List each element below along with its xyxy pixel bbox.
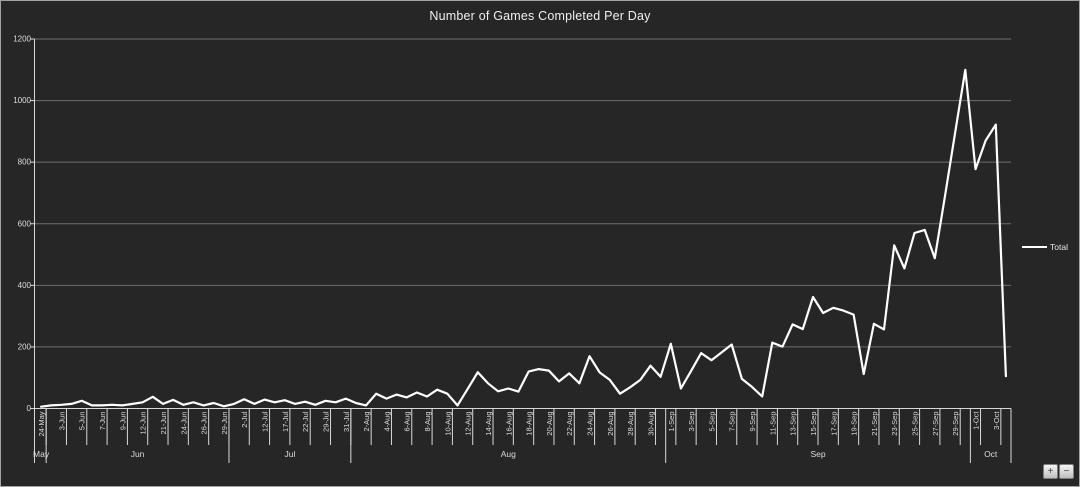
x-axis-label: 31-Jul [342,411,351,432]
x-axis-label: 11-Sep [768,412,777,436]
x-axis-label: 2-Aug [362,412,371,432]
y-axis-label: 600 [18,219,32,228]
x-axis-label: 6-Aug [403,412,412,432]
zoom-out-button[interactable]: − [1059,464,1074,479]
legend[interactable]: Total [1022,242,1068,252]
y-axis-label: 400 [18,281,32,290]
x-axis-label: 2-Jul [240,411,249,428]
x-axis-label: 20-Aug [545,412,554,436]
month-label: Oct [984,449,998,459]
x-axis-label: 7-Jun [98,412,107,431]
month-label: Jul [284,449,295,459]
x-axis-label: 12-Aug [464,412,473,436]
x-axis-label: 13-Sep [789,412,798,436]
x-axis-label: 4-Aug [382,412,391,432]
x-axis-label: 27-Sep [931,412,940,436]
x-axis-label: 12-Jul [261,411,270,432]
x-axis-label: 29-Sep [951,412,960,436]
x-axis-label: 3-Sep [687,412,696,432]
x-axis-label: 9-Sep [748,412,757,432]
x-axis-label: 14-Aug [484,412,493,436]
x-axis-label: 18-Aug [525,412,534,436]
x-axis-label: 17-Jul [281,411,290,432]
x-axis-label: 1-Oct [971,411,980,430]
x-axis-label: 9-Jun [118,412,127,431]
x-axis-label: 30-Aug [646,412,655,436]
x-axis-label: 24-Jun [179,412,188,435]
y-axis-label: 200 [18,342,32,351]
x-axis-label: 24-May [37,411,46,436]
x-axis-label: 26-Jun [200,412,209,435]
x-axis-label: 21-Sep [870,412,879,436]
x-axis-label: 5-Sep [707,412,716,432]
x-axis-label: 23-Sep [890,412,899,436]
x-axis-label: 24-Aug [586,412,595,436]
x-axis-label: 26-Aug [606,412,615,436]
x-axis-label: 5-Jun [78,412,87,431]
x-axis-label: 25-Sep [911,412,920,436]
x-axis-label: 21-Jun [159,412,168,435]
y-axis-label: 0 [27,404,32,413]
y-axis-label: 1200 [13,35,31,44]
y-axis-label: 1000 [13,96,31,105]
legend-line-sample [1022,246,1047,248]
x-axis-label: 22-Aug [565,412,574,436]
x-axis-label: 1-Sep [667,412,676,432]
x-axis-label: 7-Sep [728,412,737,432]
series-total-line [39,68,1008,408]
x-axis-label: 3-Jun [57,412,66,431]
x-axis-label: 19-Sep [850,412,859,436]
chart-title: Number of Games Completed Per Day [429,9,651,23]
x-axis-label: 10-Aug [443,412,452,436]
month-label: May [33,449,50,459]
month-label: Jun [131,449,145,459]
y-axis-label: 800 [18,158,32,167]
x-axis-label: 12-Jun [139,412,148,435]
zoom-in-button[interactable]: + [1043,464,1058,479]
x-axis-label: 8-Aug [423,412,432,432]
legend-label: Total [1050,242,1068,252]
x-axis-label: 22-Jul [301,411,310,432]
x-axis-label: 15-Sep [809,412,818,436]
x-axis-label: 29-Jul [321,411,330,432]
month-label: Aug [501,449,516,459]
x-axis-label: 16-Aug [504,412,513,436]
x-axis-label: 28-Aug [626,412,635,436]
month-label: Sep [810,449,825,459]
x-axis-label: 29-Jun [220,412,229,435]
x-axis-label: 17-Sep [829,412,838,436]
x-axis-label: 3-Oct [992,411,1001,430]
